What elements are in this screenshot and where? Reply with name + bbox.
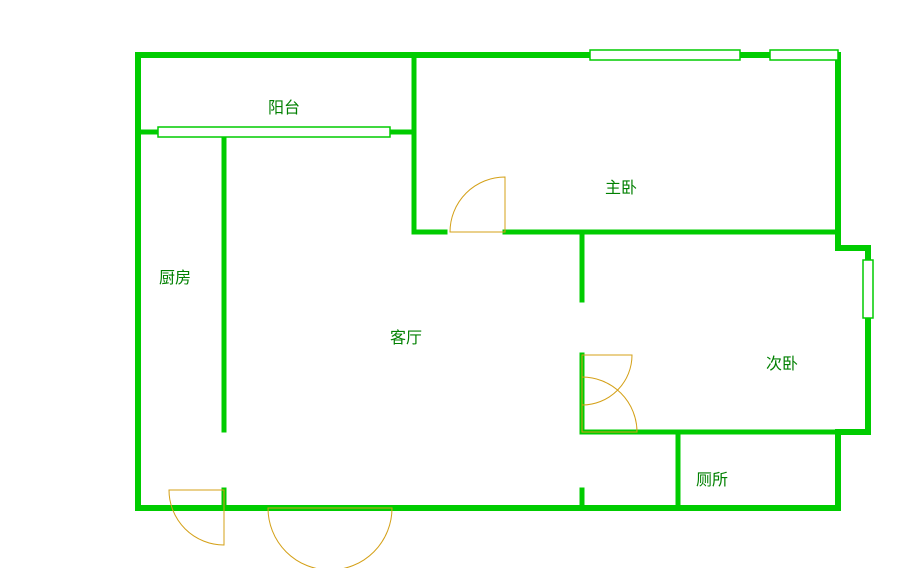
label-bathroom: 厕所 bbox=[696, 466, 728, 490]
window-balcony bbox=[158, 127, 390, 137]
label-master: 主卧 bbox=[605, 174, 637, 198]
label-balcony: 阳台 bbox=[268, 94, 300, 118]
label-living: 客厅 bbox=[390, 324, 422, 348]
window-top-right bbox=[770, 50, 838, 60]
door-master bbox=[450, 177, 505, 232]
window-master-top bbox=[590, 50, 740, 60]
window-secondary-right bbox=[863, 260, 873, 318]
floorplan-svg bbox=[0, 0, 916, 568]
door-kitchen bbox=[169, 490, 224, 545]
label-kitchen: 厨房 bbox=[159, 264, 191, 288]
label-secondary: 次卧 bbox=[766, 350, 798, 374]
door-main-entry bbox=[268, 508, 392, 568]
